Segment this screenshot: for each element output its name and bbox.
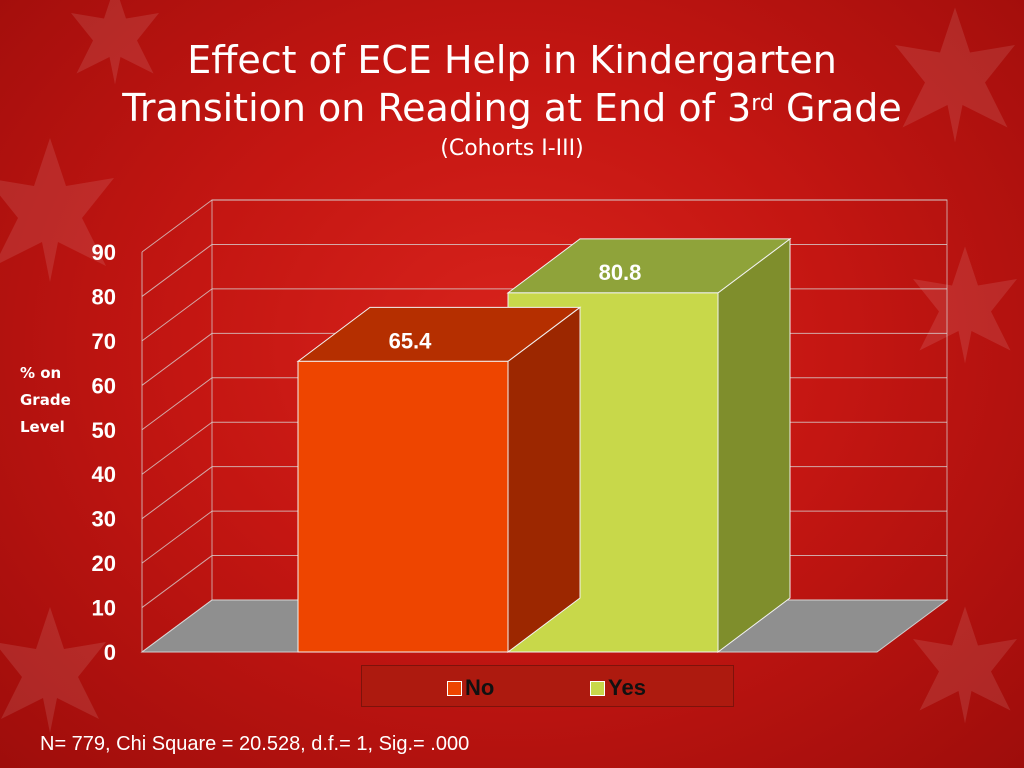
gridline-side [141, 288, 213, 342]
data-label-no: 65.4 [389, 328, 433, 353]
gridline-side [141, 466, 213, 520]
bar-side-yes [717, 237, 791, 653]
chart-title: Effect of ECE Help in Kindergarten Trans… [0, 36, 1024, 132]
leaf-decoration-icon [913, 606, 1017, 724]
y-tick-label: 0 [104, 640, 116, 665]
title-line-2-text: Transition on Reading at End of 3 [122, 86, 752, 130]
title-line-1: Effect of ECE Help in Kindergarten [187, 38, 837, 82]
title-superscript: rd [751, 91, 774, 116]
y-tick-label: 90 [92, 240, 116, 265]
legend-swatch-yes [590, 680, 605, 696]
chart-legend: No Yes [361, 665, 734, 707]
title-line-2-end: Grade [773, 86, 902, 130]
legend-swatch-no [447, 680, 462, 696]
y-axis-label-line: Level [20, 418, 65, 436]
chart-subtitle: (Cohorts I-III) [440, 136, 584, 161]
y-tick-label: 80 [92, 284, 116, 309]
y-axis-label: % on Grade Level [20, 360, 90, 441]
leaf-decoration-icon [0, 138, 114, 282]
gridline-side [141, 244, 213, 297]
gridline-side [141, 599, 213, 653]
title-line-2: Transition on Reading at End of 3rd Grad… [0, 84, 1024, 132]
y-tick-label: 20 [92, 551, 116, 576]
legend-label-yes: Yes [608, 675, 646, 700]
y-axis-label-line: % on [20, 364, 62, 382]
gridline-side [141, 199, 213, 253]
gridline-side [141, 510, 213, 564]
legend-item-yes: Yes [590, 675, 646, 701]
bar-no [297, 360, 509, 653]
y-tick-label: 10 [92, 596, 116, 621]
gridline-side [141, 377, 213, 431]
legend-item-no: No [447, 675, 494, 701]
y-tick-label: 70 [92, 329, 116, 354]
chart-footnote: N= 779, Chi Square = 20.528, d.f.= 1, Si… [40, 733, 470, 755]
leaf-decoration-icon [913, 246, 1017, 364]
leaf-decoration-icon [71, 0, 159, 85]
y-tick-label: 50 [92, 418, 116, 443]
gridline-side [141, 421, 213, 475]
gridline-side [141, 555, 213, 608]
y-tick-label: 40 [92, 462, 116, 487]
y-tick-label: 60 [92, 373, 116, 398]
y-tick-label: 30 [92, 507, 116, 532]
leaf-decoration-icon [0, 607, 106, 733]
data-label-yes: 80.8 [599, 260, 642, 285]
y-axis-label-line: Grade [20, 391, 71, 409]
bar-side-no [507, 306, 581, 653]
legend-label-no: No [465, 675, 495, 700]
gridline-side [141, 332, 213, 386]
leaf-decoration-icon [895, 7, 1015, 143]
